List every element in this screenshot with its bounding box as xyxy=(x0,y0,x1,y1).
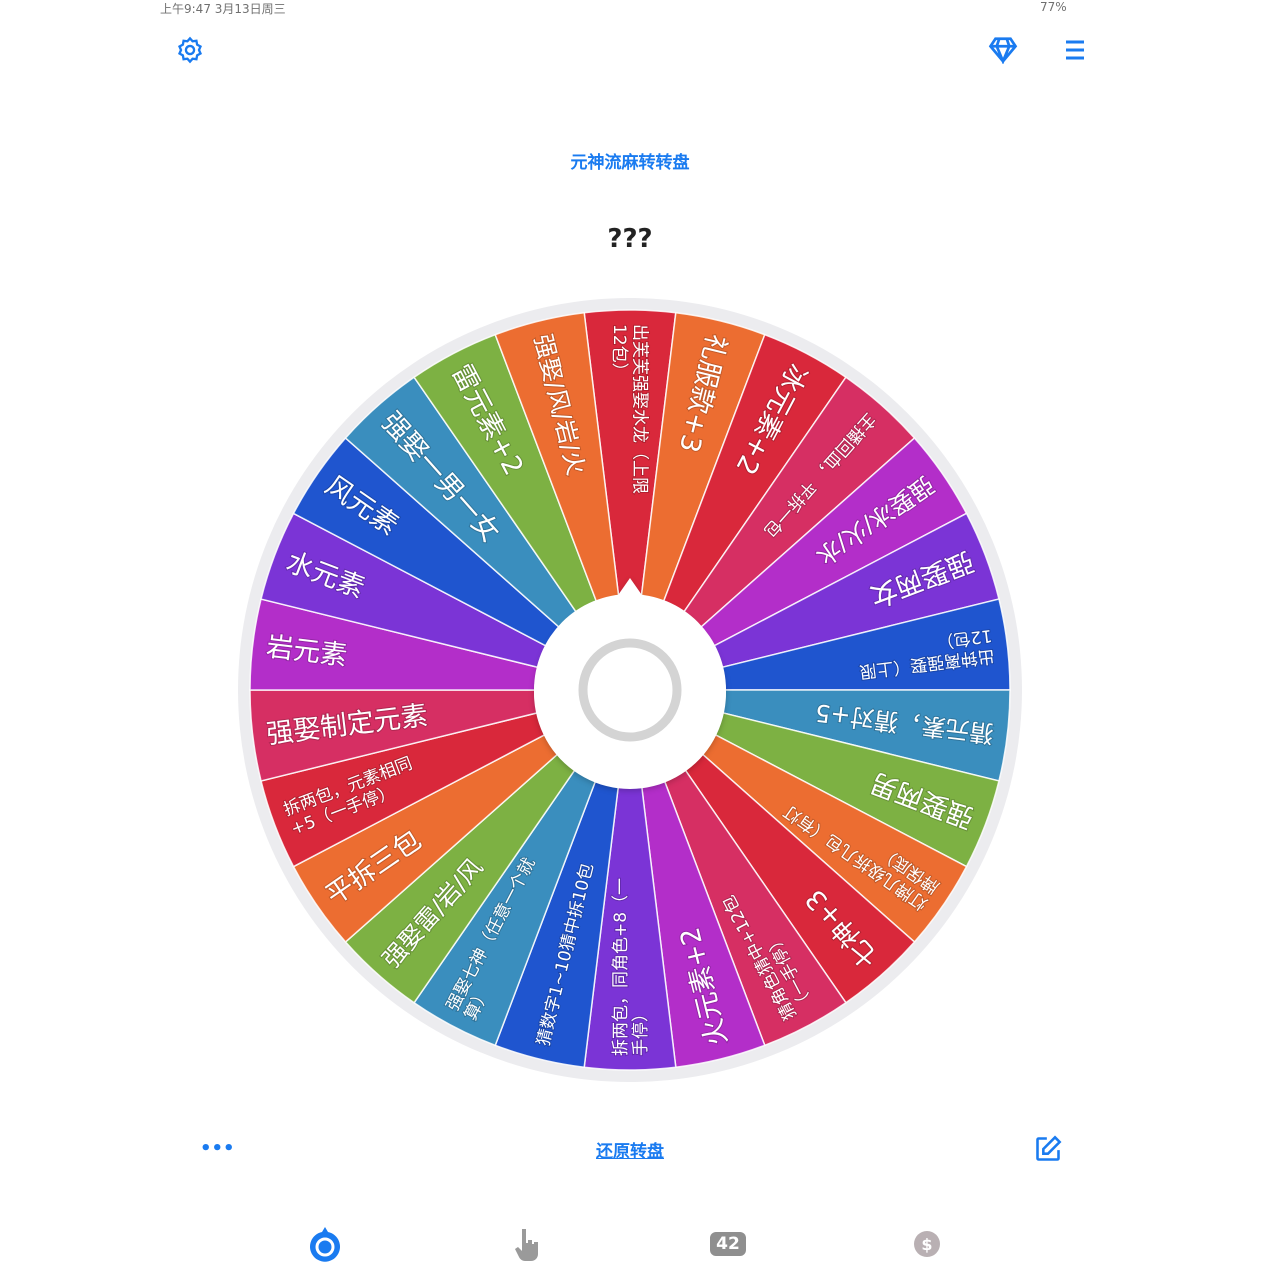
segment-label-line: 拆两包，同角色+8（一 xyxy=(611,878,631,1056)
premium-button[interactable] xyxy=(988,36,1018,68)
tab-wheel[interactable] xyxy=(303,1222,347,1266)
segment-label: 拆两包，同角色+8（一手停） xyxy=(611,878,651,1056)
svg-text:$: $ xyxy=(921,1235,932,1254)
coin-icon: $ xyxy=(914,1231,940,1257)
tab-tap[interactable] xyxy=(505,1222,549,1266)
wheel-icon xyxy=(310,1227,340,1262)
spin-button[interactable] xyxy=(534,578,726,789)
reset-wheel-link[interactable]: 还原转盘 xyxy=(596,1142,664,1162)
edit-icon xyxy=(1036,1135,1062,1161)
status-time-date: 上午9:47 3月13日周三 xyxy=(160,2,286,16)
settings-button[interactable] xyxy=(176,36,204,68)
tab-coin[interactable]: $ xyxy=(905,1222,949,1266)
number-icon: 42 xyxy=(710,1232,746,1256)
spin-result: ??? xyxy=(607,224,653,254)
wheel-title[interactable]: 元神流麻转转盘 xyxy=(570,153,690,173)
edit-button[interactable] xyxy=(1034,1135,1062,1167)
tap-finger-icon xyxy=(515,1229,538,1261)
tab-number[interactable]: 42 xyxy=(706,1222,750,1266)
hub-ring-icon xyxy=(578,638,682,742)
wheel-segment xyxy=(494,311,631,691)
menu-button[interactable] xyxy=(1064,38,1086,66)
segment-label: 出芙芙强娶水龙（上限12包） xyxy=(609,324,649,494)
segment-label-line: 手停） xyxy=(631,1005,651,1056)
segment-label-line: 出芙芙强娶水龙（上限 xyxy=(629,324,649,494)
list-icon xyxy=(1066,40,1084,60)
status-battery: 77% xyxy=(1040,0,1067,14)
hub xyxy=(534,594,726,786)
diamond-icon xyxy=(988,37,1018,65)
gear-icon xyxy=(178,36,202,64)
segment-label-line: 12包） xyxy=(609,324,629,380)
more-button[interactable]: ••• xyxy=(200,1138,235,1159)
